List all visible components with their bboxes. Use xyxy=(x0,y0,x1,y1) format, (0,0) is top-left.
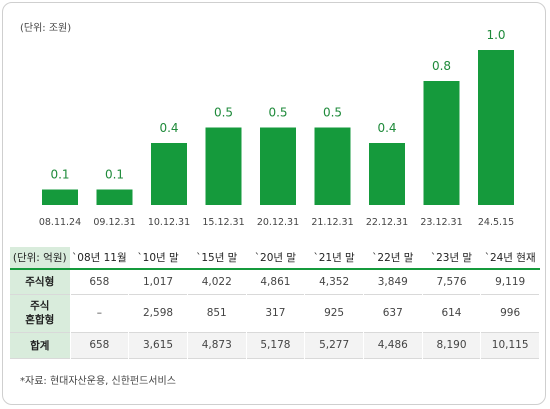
table-column-header: `23년 말 xyxy=(422,247,482,270)
table-column-header: `21년 말 xyxy=(304,247,364,270)
table-cell: 1,017 xyxy=(128,269,188,294)
bar-15.12.31 xyxy=(205,127,242,205)
table-row-total: 합계 658 3,615 4,873 5,178 5,277 4,486 8,1… xyxy=(10,332,540,358)
table-cell: 5,277 xyxy=(304,332,364,358)
table-column-header: `20년 말 xyxy=(246,247,306,270)
table-cell: 4,861 xyxy=(246,269,306,294)
table-cell: 925 xyxy=(304,294,364,332)
table-cell: 3,849 xyxy=(363,269,423,294)
bar-09.12.31 xyxy=(96,189,133,205)
source-note: *자료: 현대자산운용, 신한펀드서비스 xyxy=(20,376,176,387)
table-unit-label: (단위: 억원) xyxy=(10,247,71,270)
bar-24.5.15 xyxy=(478,50,514,205)
table-cell: 851 xyxy=(187,294,247,332)
bar-value-label: 0.1 xyxy=(50,168,69,182)
table-cell: 4,873 xyxy=(187,332,247,358)
bar-10.12.31 xyxy=(151,143,187,205)
bar-21.12.31 xyxy=(314,127,351,205)
table-column-header: `10년 말 xyxy=(128,247,188,270)
table-cell: 4,352 xyxy=(304,269,364,294)
bar-08.11.24 xyxy=(42,189,78,205)
chart-panel xyxy=(2,2,546,405)
table-column-header: `22년 말 xyxy=(363,247,423,270)
bar-chart: 0.1 08.11.24 0.1 09.12.31 0.4 10.12.31 0.5 15.1… xyxy=(39,28,514,228)
x-tick-label: 10.12.31 xyxy=(148,217,190,228)
x-tick-label: 23.12.31 xyxy=(420,217,462,228)
table-cell: 658 xyxy=(70,332,130,358)
bar-value-label: 0.5 xyxy=(323,106,342,120)
x-tick-label: 15.12.31 xyxy=(202,217,244,228)
x-tick-label: 22.12.31 xyxy=(366,217,408,228)
table-cell: 637 xyxy=(363,294,423,332)
table-row-mixed: 주식 혼합형 – 2,598 851 317 925 637 614 996 xyxy=(10,294,540,332)
bar-value-label: 0.5 xyxy=(214,106,233,120)
x-tick-label: 09.12.31 xyxy=(93,217,135,228)
bar-value-label: 0.1 xyxy=(105,168,124,182)
bar-value-label: 0.4 xyxy=(159,121,178,135)
table-column-header: `15년 말 xyxy=(187,247,247,270)
table-cell: 996 xyxy=(480,294,540,332)
table-cell: 614 xyxy=(422,294,482,332)
x-tick-label: 21.12.31 xyxy=(311,217,353,228)
bar-value-label: 1.0 xyxy=(486,28,505,42)
table-cell: 4,486 xyxy=(363,332,423,358)
table-column-header: `24년 현재 xyxy=(480,247,540,270)
bar-20.12.31 xyxy=(260,127,296,205)
table-header-row: (단위: 억원) `08년 11월 `10년 말 `15년 말 `20년 말 `… xyxy=(10,247,540,270)
fund-size-table: (단위: 억원) `08년 11월 `10년 말 `15년 말 `20년 말 `… xyxy=(10,247,540,359)
chart-unit-label: (단위: 조원) xyxy=(20,23,72,34)
bar-value-label: 0.4 xyxy=(377,121,396,135)
table-cell: 10,115 xyxy=(480,332,540,358)
table-cell: 3,615 xyxy=(128,332,188,358)
table-row-stock: 주식형 658 1,017 4,022 4,861 4,352 3,849 7,… xyxy=(10,269,540,294)
table-column-header: `08년 11월 xyxy=(70,247,130,270)
row-label: 합계 xyxy=(10,332,71,358)
x-tick-label: 08.11.24 xyxy=(39,217,81,228)
row-label: 주식형 xyxy=(10,269,71,294)
x-tick-label: 24.5.15 xyxy=(478,217,514,228)
table-cell: 7,576 xyxy=(422,269,482,294)
bar-22.12.31 xyxy=(369,143,405,205)
table-cell: 8,190 xyxy=(422,332,482,358)
table-cell: 4,022 xyxy=(187,269,247,294)
row-label: 주식 혼합형 xyxy=(10,294,71,332)
bar-value-label: 0.8 xyxy=(432,59,451,73)
table-cell: 658 xyxy=(70,269,130,294)
table-cell: – xyxy=(70,294,130,332)
table-cell: 317 xyxy=(246,294,306,332)
table-cell: 9,119 xyxy=(480,269,540,294)
table-cell: 5,178 xyxy=(246,332,306,358)
x-tick-label: 20.12.31 xyxy=(257,217,299,228)
table-cell: 2,598 xyxy=(128,294,188,332)
bar-23.12.31 xyxy=(423,81,460,205)
bar-value-label: 0.5 xyxy=(268,106,287,120)
